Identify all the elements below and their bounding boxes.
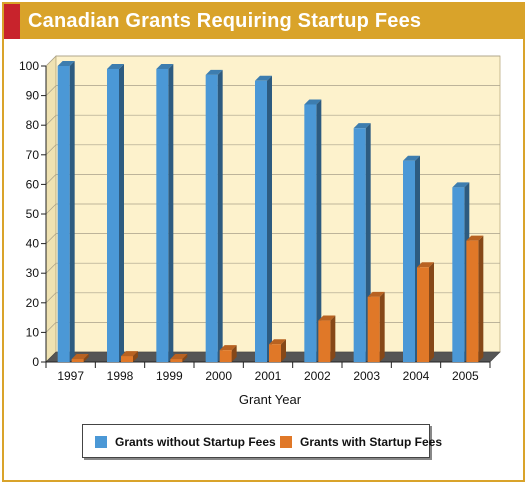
x-tick-label-2004: 2004 bbox=[403, 369, 430, 383]
bar-top-1999-without-fees bbox=[156, 63, 174, 69]
bar-side-2002-without-fees bbox=[316, 99, 322, 362]
gridline-diagonal bbox=[45, 292, 57, 304]
gridline-diagonal bbox=[45, 85, 57, 96]
bar-1998-without-fees bbox=[107, 68, 119, 363]
bar-side-1999-with-fees bbox=[182, 354, 188, 362]
bar-top-2003-without-fees bbox=[353, 123, 371, 129]
x-tick-label-2003: 2003 bbox=[353, 369, 380, 383]
y-tick-label: 80 bbox=[26, 118, 40, 132]
bar-2003-with-fees bbox=[367, 296, 380, 362]
gridline-diagonal bbox=[45, 262, 57, 274]
x-tick-label-1999: 1999 bbox=[156, 369, 183, 383]
gridline-diagonal bbox=[45, 322, 57, 333]
title-bar: Canadian Grants Requiring Startup Fees bbox=[4, 4, 523, 39]
bar-2000-with-fees bbox=[219, 350, 232, 362]
y-tick-label: 20 bbox=[26, 296, 40, 310]
bar-side-1999-without-fees bbox=[168, 63, 174, 363]
legend-label-without-fees: Grants without Startup Fees bbox=[115, 435, 276, 449]
title-accent bbox=[4, 4, 20, 39]
bar-top-1998-with-fees bbox=[121, 351, 138, 357]
bar-top-1997-without-fees bbox=[57, 61, 75, 66]
bar-side-2004-with-fees bbox=[429, 262, 434, 362]
bar-side-1997-without-fees bbox=[69, 61, 75, 362]
gridline-diagonal bbox=[45, 174, 57, 185]
y-tick-label: 10 bbox=[26, 325, 40, 339]
bar-top-2001-without-fees bbox=[255, 75, 272, 81]
x-tick-label-1997: 1997 bbox=[57, 369, 84, 383]
gridline-diagonal bbox=[45, 233, 57, 244]
y-tick-label: 40 bbox=[26, 237, 40, 251]
y-tick-label: 70 bbox=[26, 148, 40, 162]
bar-2001-with-fees bbox=[269, 344, 281, 362]
bar-top-2002-without-fees bbox=[304, 99, 322, 105]
bar-top-1998-without-fees bbox=[107, 63, 124, 69]
chart-legend: Grants without Startup Fees Grants with … bbox=[82, 424, 442, 458]
x-axis-title: Grant Year bbox=[239, 392, 302, 407]
y-tick-label: 100 bbox=[19, 59, 39, 73]
y-tick-label: 90 bbox=[26, 89, 40, 103]
bar-2004-without-fees bbox=[403, 160, 415, 362]
gridline-diagonal bbox=[45, 55, 57, 67]
x-tick-label-2005: 2005 bbox=[452, 369, 479, 383]
bar-side-2001-without-fees bbox=[267, 75, 272, 363]
legend-item-with-fees: Grants with Startup Fees bbox=[280, 434, 442, 450]
bar-1997-without-fees bbox=[57, 66, 70, 362]
bar-2000-without-fees bbox=[205, 74, 218, 362]
y-tick-label: 0 bbox=[32, 355, 39, 369]
bar-side-1998-with-fees bbox=[133, 351, 138, 362]
bar-top-1997-with-fees bbox=[71, 354, 89, 360]
bar-top-2005-with-fees bbox=[466, 235, 484, 241]
x-tick-label-2002: 2002 bbox=[304, 369, 331, 383]
bar-2001-without-fees bbox=[255, 80, 267, 363]
bar-side-2002-with-fees bbox=[330, 315, 336, 362]
bar-top-1999-with-fees bbox=[170, 354, 188, 360]
gridline-diagonal bbox=[45, 144, 57, 156]
bar-side-2005-with-fees bbox=[478, 235, 484, 362]
chart-title: Canadian Grants Requiring Startup Fees bbox=[28, 10, 422, 32]
y-tick-label: 30 bbox=[26, 266, 40, 280]
bar-top-2005-without-fees bbox=[452, 182, 470, 188]
bar-1999-with-fees bbox=[170, 359, 183, 362]
bar-side-1997-with-fees bbox=[83, 354, 89, 362]
bar-1997-with-fees bbox=[71, 359, 84, 362]
gridline-diagonal bbox=[45, 114, 57, 126]
x-tick-label-2000: 2000 bbox=[205, 369, 232, 383]
bar-1999-without-fees bbox=[156, 68, 169, 363]
bar-side-1998-without-fees bbox=[119, 63, 124, 363]
x-tick-label-1998: 1998 bbox=[107, 369, 134, 383]
y-tick-label: 60 bbox=[26, 177, 40, 191]
bar-side-2000-with-fees bbox=[231, 345, 237, 362]
bar-2005-without-fees bbox=[452, 187, 465, 362]
bar-top-2000-without-fees bbox=[205, 69, 223, 75]
legend-item-without-fees: Grants without Startup Fees bbox=[95, 434, 276, 450]
bar-top-2001-with-fees bbox=[269, 339, 286, 345]
bar-2004-with-fees bbox=[417, 267, 429, 362]
bar-side-2000-without-fees bbox=[217, 69, 223, 362]
x-tick-label-2001: 2001 bbox=[255, 369, 282, 383]
bar-2002-without-fees bbox=[304, 104, 317, 362]
bar-top-2002-with-fees bbox=[318, 315, 336, 321]
bar-top-2004-without-fees bbox=[403, 155, 420, 161]
y-tick-label: 50 bbox=[26, 207, 40, 221]
bar-side-2001-with-fees bbox=[281, 339, 286, 362]
legend-swatch-blue bbox=[95, 436, 107, 448]
bar-top-2004-with-fees bbox=[417, 262, 434, 268]
bar-top-2000-with-fees bbox=[219, 345, 237, 351]
bar-2005-with-fees bbox=[466, 240, 479, 362]
bar-2002-with-fees bbox=[318, 320, 331, 362]
bar-2003-without-fees bbox=[353, 128, 366, 362]
bar-side-2003-with-fees bbox=[379, 291, 385, 362]
legend-swatch-orange bbox=[280, 436, 292, 448]
legend-label-with-fees: Grants with Startup Fees bbox=[300, 435, 443, 449]
bar-1998-with-fees bbox=[121, 356, 133, 362]
bar-top-2003-with-fees bbox=[367, 291, 385, 297]
gridline-diagonal bbox=[45, 203, 57, 215]
